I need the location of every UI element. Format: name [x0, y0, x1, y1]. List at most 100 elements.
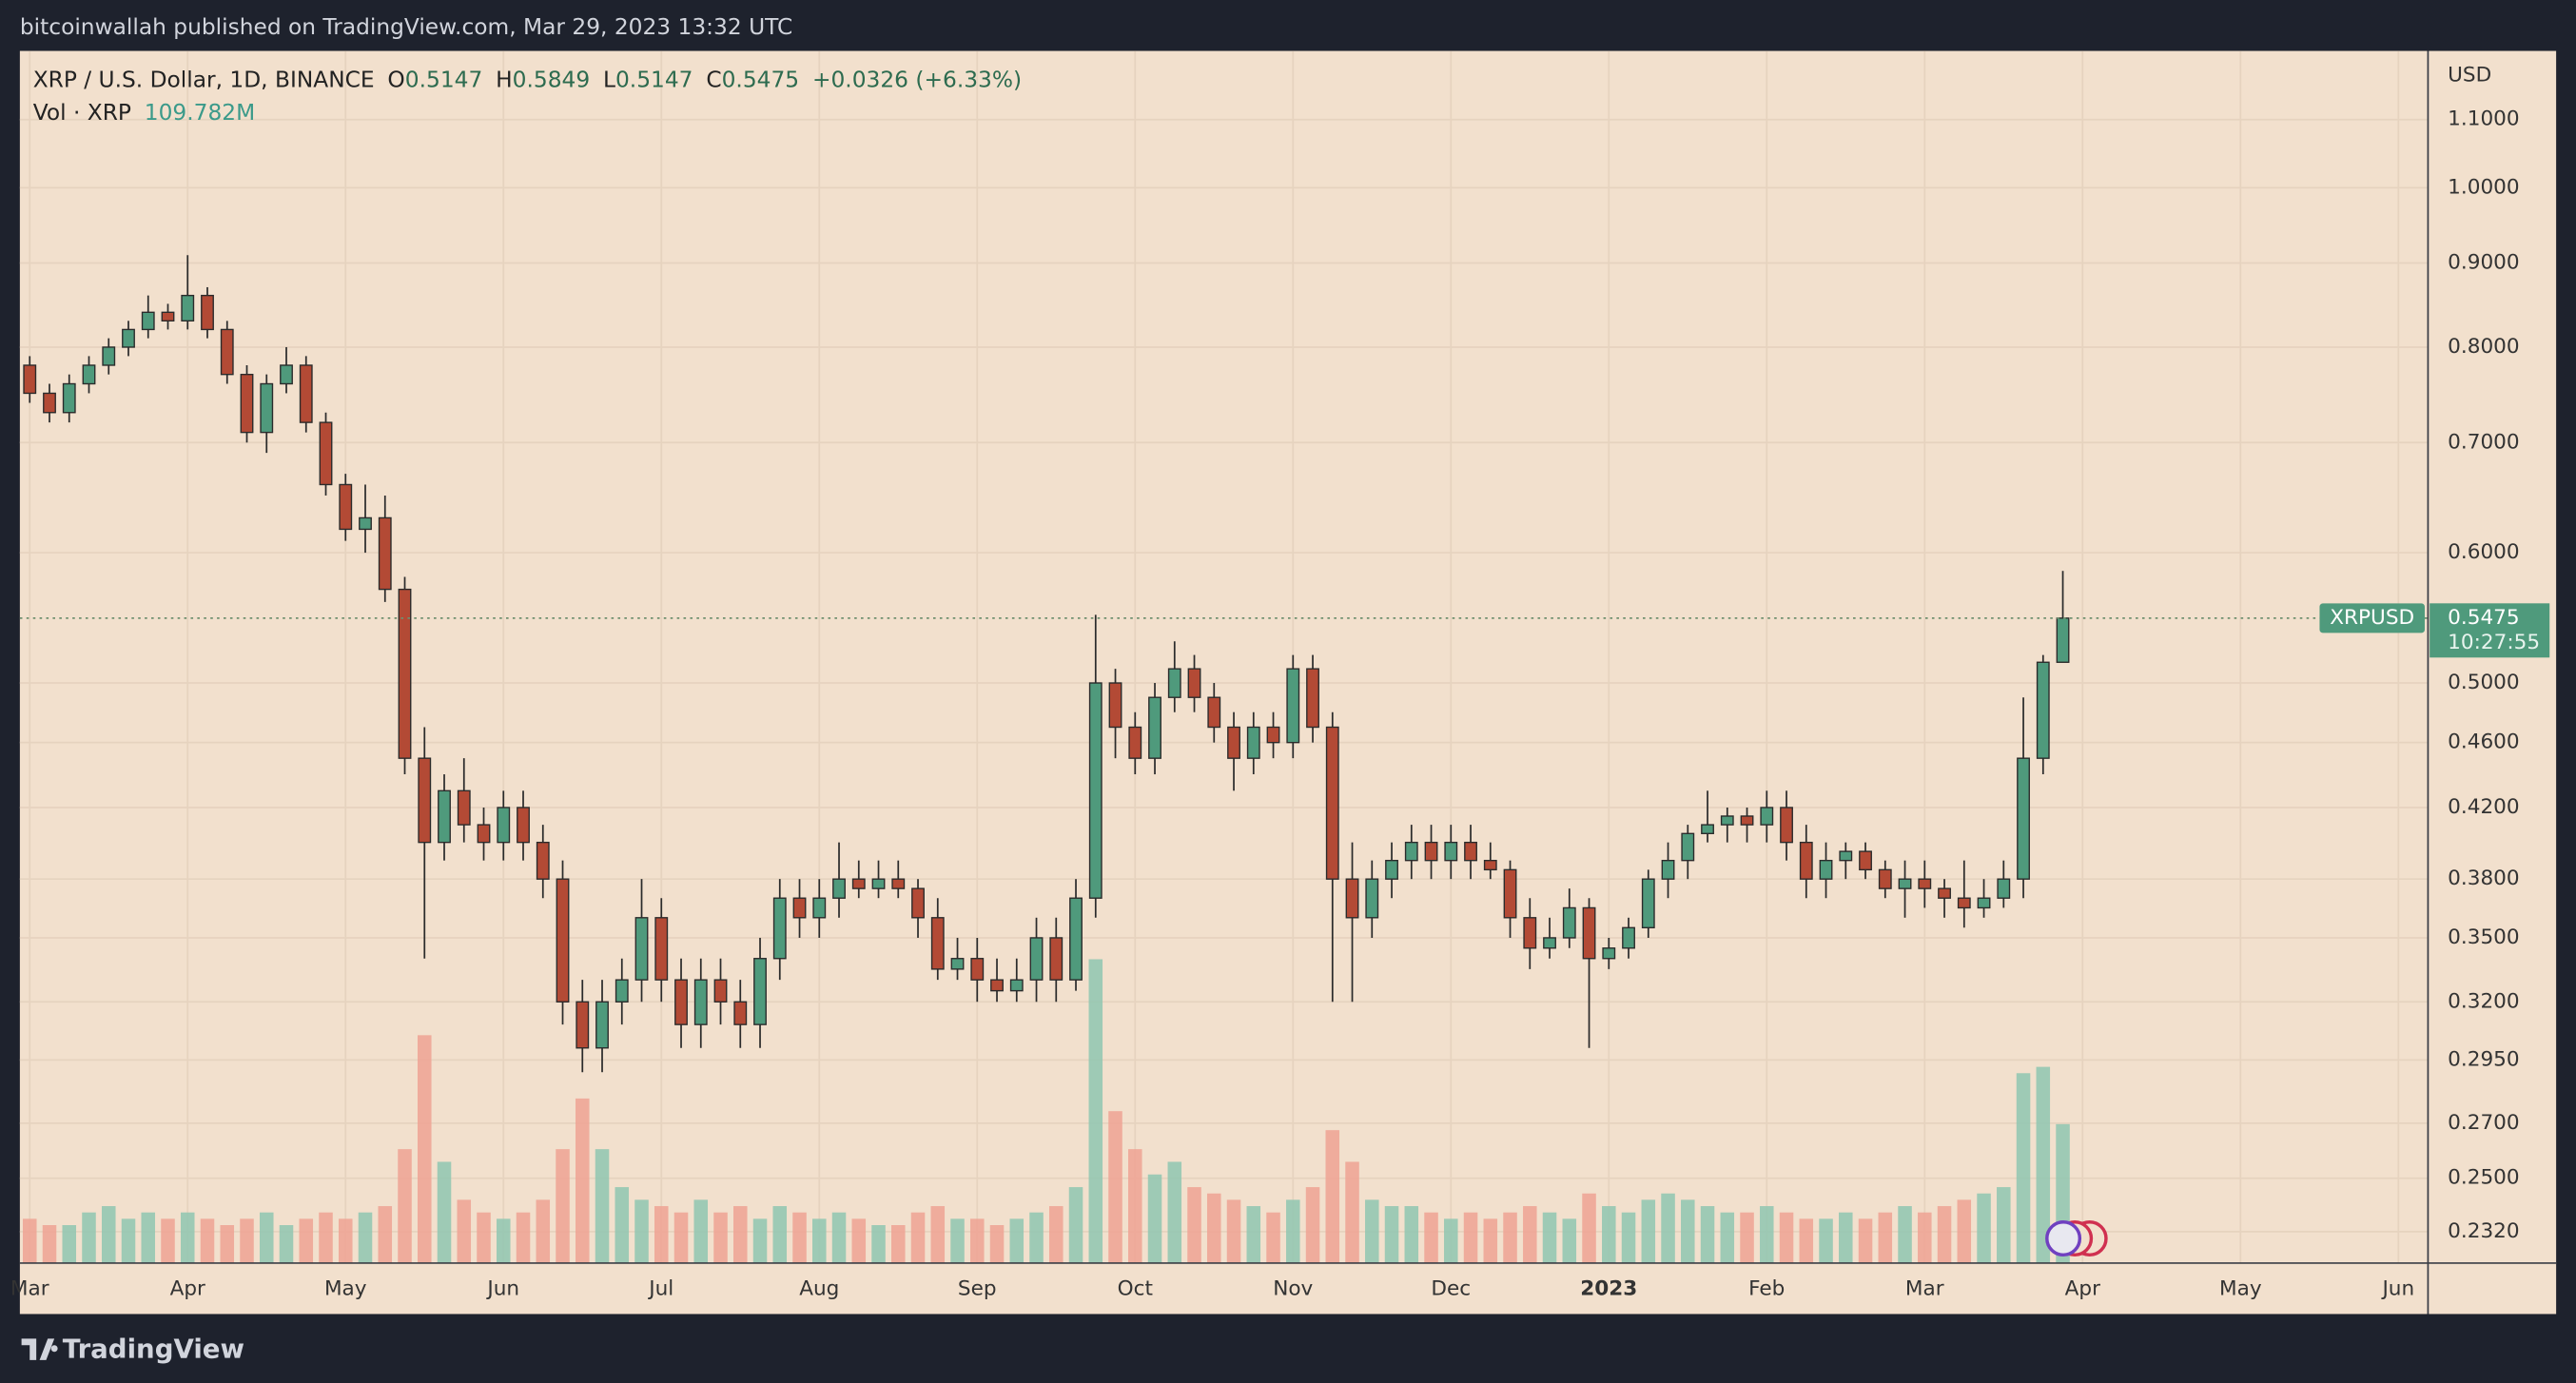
volume-bar [338, 1218, 353, 1263]
volume-bar [1523, 1206, 1537, 1263]
candle-body [1562, 906, 1576, 939]
legend-line: XRP / U.S. Dollar, 1D, BINANCE O0.5147 H0.… [33, 67, 1022, 92]
volume-bar [279, 1225, 294, 1263]
volume-bar [161, 1218, 175, 1263]
ohlc-key: H [496, 67, 513, 92]
candle-body [161, 311, 175, 322]
candle-body [1365, 878, 1379, 919]
volume-bar [595, 1149, 610, 1263]
y-tick-label: 0.2320 [2448, 1219, 2520, 1243]
volume-bar [398, 1149, 412, 1263]
candle-body [1246, 726, 1260, 759]
y-tick-label: 0.8000 [2448, 335, 2520, 359]
volume-bar [417, 1035, 432, 1263]
volume-bar [200, 1218, 215, 1263]
volume-bar [1384, 1206, 1399, 1263]
volume-bar [673, 1212, 689, 1263]
candle-body [1878, 868, 1892, 889]
volume-bar [989, 1225, 1005, 1263]
candle-body [1898, 878, 1912, 889]
candle-body [299, 364, 313, 423]
candle-body [438, 789, 451, 844]
volume-bar [1444, 1218, 1458, 1263]
x-tick-label: Dec [1431, 1277, 1471, 1301]
y-tick-label: 0.4200 [2448, 795, 2520, 819]
volume-bar [733, 1206, 748, 1263]
volume-bar [1068, 1187, 1083, 1263]
volume-bar [812, 1218, 827, 1263]
volume-bar [1049, 1206, 1064, 1263]
x-tick-label: Oct [1118, 1277, 1153, 1301]
last-price-label: 0.5475 [2448, 606, 2520, 630]
change: +0.0326 (+6.33%) [812, 67, 1022, 92]
candle-body [517, 807, 530, 844]
flag-icon [2045, 1220, 2082, 1257]
volume-bar [891, 1225, 906, 1263]
candle-body [693, 979, 708, 1025]
candle-body [378, 516, 392, 591]
volume-bar [1226, 1199, 1241, 1263]
volume-bar [1009, 1218, 1025, 1263]
candle-body [1029, 937, 1044, 981]
candle-body [1997, 878, 2011, 899]
volume-bar [871, 1225, 886, 1263]
candle-body [23, 364, 37, 395]
y-tick-label: 0.3800 [2448, 867, 2520, 890]
candle-body [576, 1001, 590, 1049]
candle-body [1483, 859, 1497, 871]
x-tick-label: 2023 [1580, 1277, 1637, 1301]
candle-body [1444, 841, 1458, 862]
volume-bar [1957, 1199, 1972, 1263]
currency-label: USD [2448, 63, 2491, 87]
x-tick-label: Sep [958, 1277, 997, 1301]
x-tick-label: Mar [10, 1277, 49, 1301]
x-tick-label: Jun [485, 1277, 519, 1301]
candle-body [1602, 947, 1616, 960]
candle-body [753, 958, 767, 1025]
candle-layer [19, 255, 2429, 1073]
candle-body [102, 346, 116, 366]
candle-body [1069, 897, 1083, 981]
candle-body [1977, 897, 1991, 909]
candle-body [832, 878, 846, 899]
candle-body [1424, 841, 1438, 862]
x-tick-label: May [324, 1277, 367, 1301]
candle-body [339, 483, 353, 531]
volume-bar [792, 1212, 807, 1263]
candle-body [1088, 682, 1103, 899]
volume-bar [1286, 1199, 1300, 1263]
volume-bar [1424, 1212, 1438, 1263]
candle-body [43, 392, 56, 414]
x-tick-label: May [2219, 1277, 2262, 1301]
volume-bar [1602, 1206, 1616, 1263]
candle-body [1227, 726, 1240, 759]
volume-bar [713, 1212, 728, 1263]
candle-body [1306, 668, 1319, 729]
y-tick-label: 0.3500 [2448, 925, 2520, 949]
volume-bar [1404, 1206, 1419, 1263]
candle-body [615, 979, 629, 1003]
volume-bar [1108, 1111, 1122, 1263]
candle-body [1543, 937, 1556, 949]
candle-body [1049, 937, 1064, 981]
candle-body [930, 917, 945, 970]
ohlc-key: C [706, 67, 721, 92]
candle-body [122, 328, 135, 348]
candle-body [181, 294, 195, 322]
volume-bar [693, 1199, 709, 1263]
volume-bar [101, 1206, 116, 1263]
candle-body [851, 878, 866, 889]
candle-body [1701, 824, 1714, 835]
volume-bar [1187, 1187, 1201, 1263]
x-tick-label: Jun [2380, 1277, 2414, 1301]
candle-body [1819, 859, 1833, 880]
volume-bar [1799, 1218, 1814, 1263]
ohlc-value: 0.5475 [722, 67, 800, 92]
volume-bar [42, 1225, 57, 1263]
volume-bar [477, 1212, 491, 1263]
ohlc-key: L [603, 67, 615, 92]
volume-bar [1878, 1212, 1893, 1263]
volume-bar [1128, 1149, 1142, 1263]
y-tick-label: 0.4600 [2448, 730, 2520, 754]
candle-body [2017, 757, 2030, 880]
